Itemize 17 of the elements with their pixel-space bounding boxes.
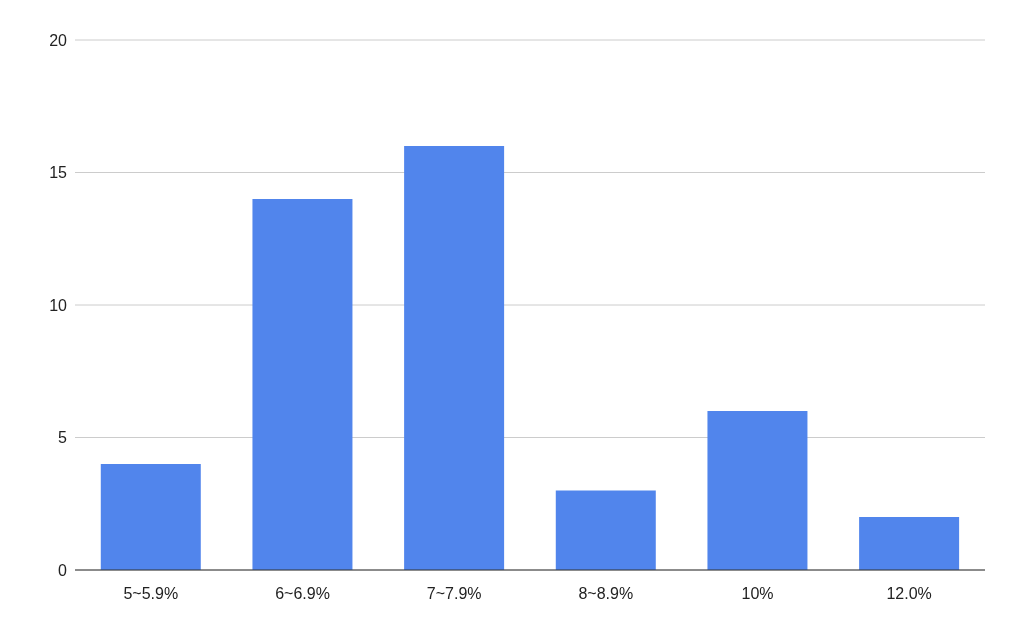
x-tick-label: 6~6.9% [275,585,330,603]
bar [252,199,353,570]
y-tick-label: 5 [58,429,68,447]
bar [404,146,505,570]
bar [707,411,808,570]
x-tick-label: 8~8.9% [578,585,634,603]
y-tick-label: 0 [58,561,68,579]
y-tick-label: 15 [49,164,68,182]
x-tick-label: 7~7.9% [426,585,482,603]
bar [555,490,656,570]
x-tick-label: 5~5.9% [123,585,179,603]
bar [100,464,201,570]
x-tick-label: 10% [741,585,774,603]
bar [859,517,960,570]
y-tick-label: 10 [49,296,68,314]
y-tick-label: 20 [49,31,68,49]
x-tick-label: 12.0% [886,585,932,603]
